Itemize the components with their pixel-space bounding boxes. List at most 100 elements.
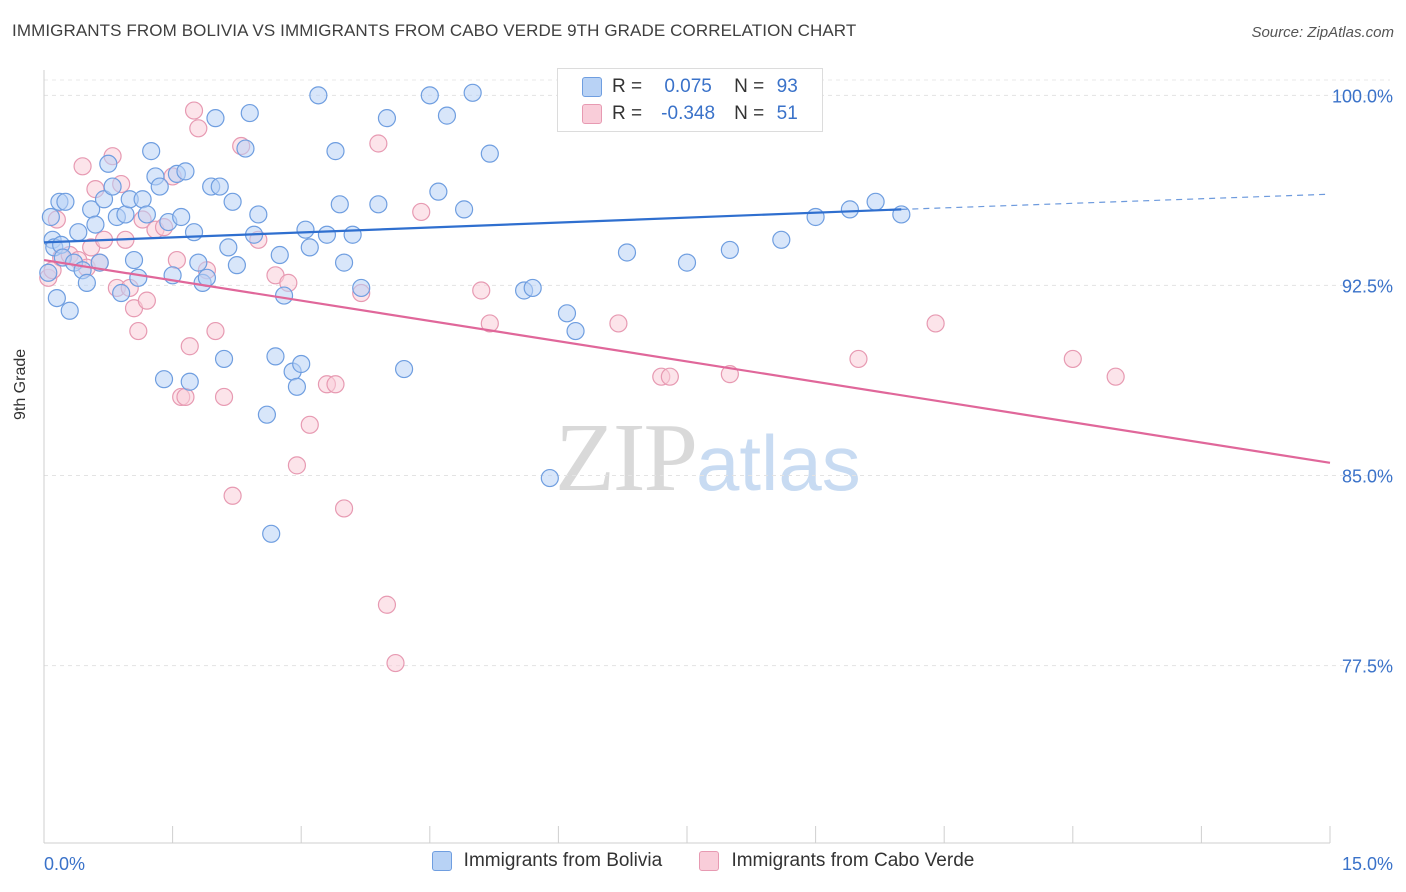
point-bolivia (326, 142, 345, 161)
point-bolivia (223, 192, 242, 211)
point-cabo-verde (480, 314, 499, 333)
point-bolivia (133, 190, 152, 209)
point-bolivia (210, 177, 229, 196)
point-bolivia (420, 86, 439, 105)
legend-item-cabo-verde[interactable]: Immigrants from Cabo Verde (699, 850, 974, 872)
point-cabo-verde (849, 349, 868, 369)
stats-swatch-blue (582, 77, 602, 97)
trend-line-bolivia-extension (901, 193, 1331, 210)
point-bolivia (266, 347, 285, 366)
point-bolivia (677, 253, 697, 272)
point-bolivia (300, 238, 319, 257)
y-tick-label: 100.0% (1332, 86, 1393, 106)
point-bolivia (557, 304, 577, 323)
series-bolivia-points (39, 81, 911, 543)
legend-label-cabo-verde: Immigrants from Cabo Verde (731, 850, 975, 871)
point-bolivia (720, 240, 739, 260)
point-cabo-verde (214, 387, 234, 407)
point-bolivia (394, 359, 414, 379)
legend-swatch-blue (431, 851, 452, 871)
point-bolivia (296, 220, 315, 239)
point-bolivia (90, 253, 109, 272)
point-bolivia (866, 192, 885, 211)
point-cabo-verde (386, 653, 405, 673)
y-tick-label: 77.5% (1342, 657, 1393, 677)
point-bolivia (352, 278, 371, 298)
point-cabo-verde (287, 456, 307, 475)
point-cabo-verde (369, 134, 388, 153)
point-cabo-verde (334, 499, 354, 518)
stats-r-value: 0.075 (664, 76, 712, 97)
point-bolivia (287, 377, 307, 396)
point-bolivia (103, 177, 122, 196)
point-bolivia (41, 207, 60, 227)
point-bolivia (56, 192, 75, 211)
point-bolivia (137, 205, 156, 224)
point-bolivia (129, 268, 148, 287)
point-bolivia (540, 468, 559, 488)
point-bolivia (566, 321, 585, 341)
point-bolivia (154, 370, 174, 389)
point-bolivia (47, 288, 66, 308)
tick-labels: 100.0% 92.5% 85.0% 77.5% 0.0% 15.0% (44, 86, 1393, 874)
point-bolivia (617, 243, 637, 262)
point-bolivia (176, 162, 195, 181)
point-bolivia (180, 372, 199, 391)
stats-n-label: N = (734, 103, 765, 124)
point-bolivia (240, 103, 259, 123)
point-cabo-verde (206, 321, 225, 341)
point-cabo-verde (184, 101, 204, 120)
point-bolivia (257, 405, 277, 424)
stats-r-label: R = (612, 103, 643, 124)
point-cabo-verde (472, 281, 491, 300)
y-tick-label: 92.5% (1342, 276, 1393, 296)
source-credit: Source: ZipAtlas.com (1251, 24, 1394, 41)
point-bolivia (86, 215, 105, 234)
point-bolivia (454, 200, 474, 219)
point-cabo-verde (377, 595, 397, 614)
point-bolivia (523, 278, 542, 298)
point-cabo-verde (137, 291, 156, 310)
point-bolivia (142, 142, 161, 161)
stats-n-value: 51 (776, 103, 798, 124)
point-bolivia (840, 200, 859, 219)
point-cabo-verde (167, 250, 186, 270)
point-bolivia (334, 253, 354, 272)
point-cabo-verde (73, 157, 92, 176)
stats-n-value: 93 (776, 76, 798, 97)
point-bolivia (112, 283, 131, 303)
trend-line-bolivia (43, 208, 902, 244)
point-cabo-verde (926, 314, 945, 333)
legend-item-bolivia[interactable]: Immigrants from Bolivia (431, 850, 663, 872)
stats-swatch-pink (582, 104, 602, 124)
point-bolivia (480, 144, 499, 163)
point-bolivia (214, 349, 234, 369)
point-cabo-verde (223, 486, 242, 505)
watermark: ZIPatlas (555, 402, 861, 514)
stats-row-bolivia: R = 0.075 N = 93 (582, 74, 810, 100)
point-bolivia (77, 273, 96, 292)
legend-label-bolivia: Immigrants from Bolivia (463, 850, 663, 871)
point-bolivia (292, 354, 311, 374)
x-tick-label: 15.0% (1342, 854, 1393, 874)
point-bolivia (227, 256, 246, 275)
chart-title: IMMIGRANTS FROM BOLIVIA VS IMMIGRANTS FR… (12, 21, 857, 40)
point-cabo-verde (326, 375, 345, 394)
point-bolivia (116, 205, 135, 224)
watermark-atlas: atlas (696, 419, 861, 507)
point-bolivia (317, 225, 337, 244)
point-bolivia (274, 286, 294, 305)
point-bolivia (60, 301, 79, 320)
point-bolivia (184, 223, 204, 242)
point-bolivia (377, 109, 397, 128)
trend-line-cabo-verde (43, 258, 1331, 464)
point-bolivia (189, 253, 208, 272)
point-bolivia (94, 190, 114, 209)
point-cabo-verde (189, 119, 208, 138)
stats-r-label: R = (612, 76, 643, 97)
point-bolivia (772, 230, 791, 249)
point-bolivia (206, 109, 225, 128)
stats-n-label: N = (734, 76, 765, 97)
legend-swatch-pink (699, 851, 720, 871)
